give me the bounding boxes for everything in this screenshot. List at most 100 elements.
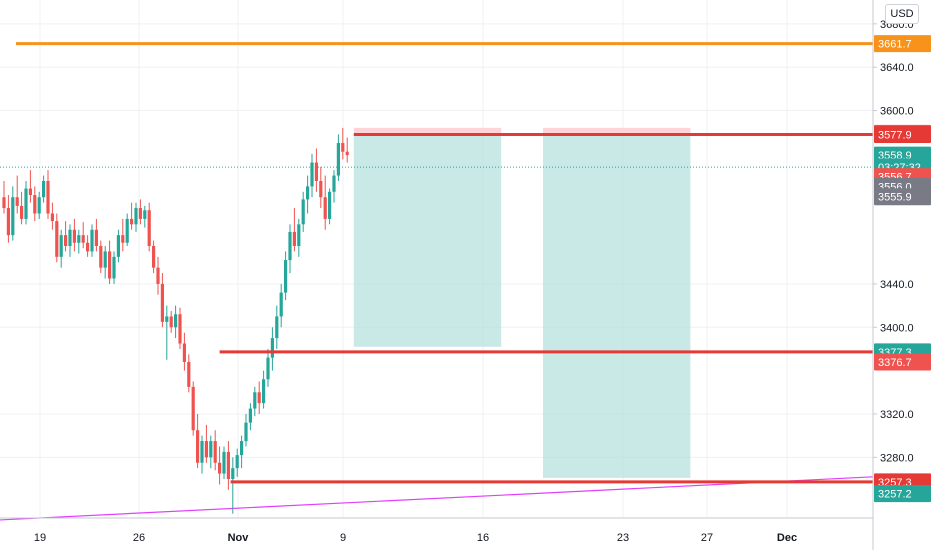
time-tick-label: 26 xyxy=(133,532,145,544)
candle-body xyxy=(59,235,63,257)
time-tick-label: Nov xyxy=(228,532,250,544)
candle-body xyxy=(209,441,213,458)
candle-body xyxy=(314,162,318,181)
candle-body xyxy=(147,210,151,246)
candle-body xyxy=(15,197,19,206)
price-tag-bg xyxy=(874,35,931,53)
candle-body xyxy=(231,468,235,479)
time-tick-label: 23 xyxy=(617,532,629,544)
candle-body xyxy=(72,229,76,243)
candle-body xyxy=(20,205,24,219)
candle-body xyxy=(341,143,345,152)
candle-body xyxy=(143,210,147,219)
candle-body xyxy=(174,314,178,328)
candle-body xyxy=(90,229,94,252)
candle-body xyxy=(213,441,217,463)
candle-body xyxy=(169,316,173,328)
trend-line[interactable] xyxy=(0,476,874,521)
candle-body xyxy=(11,197,15,236)
candle-body xyxy=(37,197,41,214)
candle-body xyxy=(328,191,332,219)
candle-body xyxy=(6,208,10,236)
time-tick-label: 19 xyxy=(34,532,46,544)
currency-button[interactable]: USD xyxy=(885,4,919,24)
horizontal-levels[interactable] xyxy=(16,42,873,484)
candle-body xyxy=(191,386,195,431)
position-target-zone-2[interactable] xyxy=(543,134,691,478)
candle-body xyxy=(64,235,68,246)
price-tick-label: 3440.0 xyxy=(880,279,914,291)
price-tag-bg xyxy=(874,125,931,143)
candle-body xyxy=(28,188,32,196)
time-tick-label: 27 xyxy=(701,532,713,544)
candle-body xyxy=(187,361,191,387)
candle-body xyxy=(103,251,107,268)
price-tag-label: 3257.2 xyxy=(878,489,912,501)
candle-body xyxy=(284,260,288,293)
candle-body xyxy=(301,199,305,225)
candle-body xyxy=(244,422,248,442)
candle-body xyxy=(226,451,230,479)
candle-body xyxy=(68,229,72,246)
candle-body xyxy=(46,180,50,214)
price-tag-label: 3661.7 xyxy=(878,39,912,51)
price-tick-label: 3320.0 xyxy=(880,409,914,421)
position-target-zone-1[interactable] xyxy=(353,134,502,347)
price-tick-label: 3400.0 xyxy=(880,322,914,334)
candle-body xyxy=(336,143,340,176)
price-tag-bg xyxy=(874,188,931,206)
price-tick-label: 3280.0 xyxy=(880,452,914,464)
candle-body xyxy=(345,151,349,156)
trend-line-path[interactable] xyxy=(0,476,874,521)
price-tag-bg xyxy=(874,353,931,371)
candle-body xyxy=(266,357,270,380)
candle-body xyxy=(152,245,156,268)
candle-body xyxy=(240,441,244,456)
candle-body xyxy=(94,229,98,246)
position-stop-zone-2[interactable] xyxy=(543,127,691,135)
candle-body xyxy=(204,441,208,458)
candle-body xyxy=(279,292,283,317)
candle-body xyxy=(178,314,182,344)
candle-body xyxy=(33,195,37,214)
candle-body xyxy=(332,175,336,192)
candle-body xyxy=(108,251,112,279)
candle-body xyxy=(297,224,301,246)
candle-body xyxy=(130,218,134,225)
candle-body xyxy=(112,256,116,279)
candle-body xyxy=(2,197,6,209)
price-tick-label: 3600.0 xyxy=(880,106,914,118)
candle-body xyxy=(182,343,186,362)
candle-body xyxy=(86,242,90,252)
time-tick-label: 16 xyxy=(477,532,489,544)
candle-body xyxy=(121,235,125,243)
price-tag-label: 3376.7 xyxy=(878,357,912,369)
candle-body xyxy=(165,316,169,322)
candle-body xyxy=(99,245,103,268)
candlestick-series xyxy=(0,127,873,514)
candle-body xyxy=(200,441,204,463)
candle-body xyxy=(310,162,314,187)
candle-body xyxy=(306,186,310,200)
candle-body xyxy=(292,231,296,246)
candle-body xyxy=(50,213,54,222)
candle-body xyxy=(77,235,81,243)
candle-body xyxy=(319,180,323,198)
candle-body xyxy=(288,231,292,261)
candle-body xyxy=(196,430,200,463)
position-stop-zone-1[interactable] xyxy=(353,127,502,135)
candle-body xyxy=(248,408,252,423)
time-tick-label: Dec xyxy=(777,532,797,544)
candle-body xyxy=(134,208,138,225)
price-tag-label: 3555.9 xyxy=(878,192,912,204)
candle-body xyxy=(270,338,274,358)
candle-body xyxy=(138,208,142,219)
candle-body xyxy=(262,379,266,404)
candle-body xyxy=(222,451,226,474)
candle-body xyxy=(125,218,129,243)
candle-body xyxy=(275,316,279,339)
position-zones[interactable] xyxy=(353,127,691,478)
candle-body xyxy=(160,283,164,322)
